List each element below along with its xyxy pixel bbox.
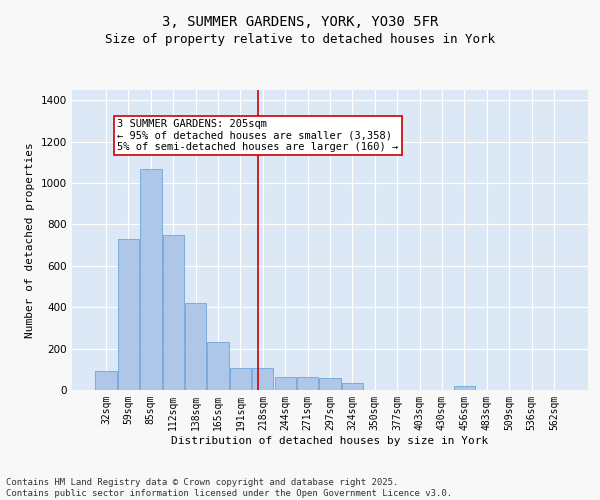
Bar xyxy=(185,303,206,390)
Bar xyxy=(252,368,274,390)
Bar xyxy=(140,168,161,390)
Text: 3 SUMMER GARDENS: 205sqm
← 95% of detached houses are smaller (3,358)
5% of semi: 3 SUMMER GARDENS: 205sqm ← 95% of detach… xyxy=(117,119,398,152)
Text: Size of property relative to detached houses in York: Size of property relative to detached ho… xyxy=(105,32,495,46)
Bar xyxy=(319,378,341,390)
Bar xyxy=(95,372,117,390)
Text: 3, SUMMER GARDENS, YORK, YO30 5FR: 3, SUMMER GARDENS, YORK, YO30 5FR xyxy=(162,15,438,29)
Y-axis label: Number of detached properties: Number of detached properties xyxy=(25,142,35,338)
Bar xyxy=(118,239,139,390)
Bar xyxy=(342,383,363,390)
Bar xyxy=(297,376,318,390)
Bar xyxy=(163,235,184,390)
Bar xyxy=(230,368,251,390)
Text: Contains HM Land Registry data © Crown copyright and database right 2025.
Contai: Contains HM Land Registry data © Crown c… xyxy=(6,478,452,498)
Bar xyxy=(208,342,229,390)
Bar xyxy=(454,386,475,390)
Bar xyxy=(275,376,296,390)
X-axis label: Distribution of detached houses by size in York: Distribution of detached houses by size … xyxy=(172,436,488,446)
